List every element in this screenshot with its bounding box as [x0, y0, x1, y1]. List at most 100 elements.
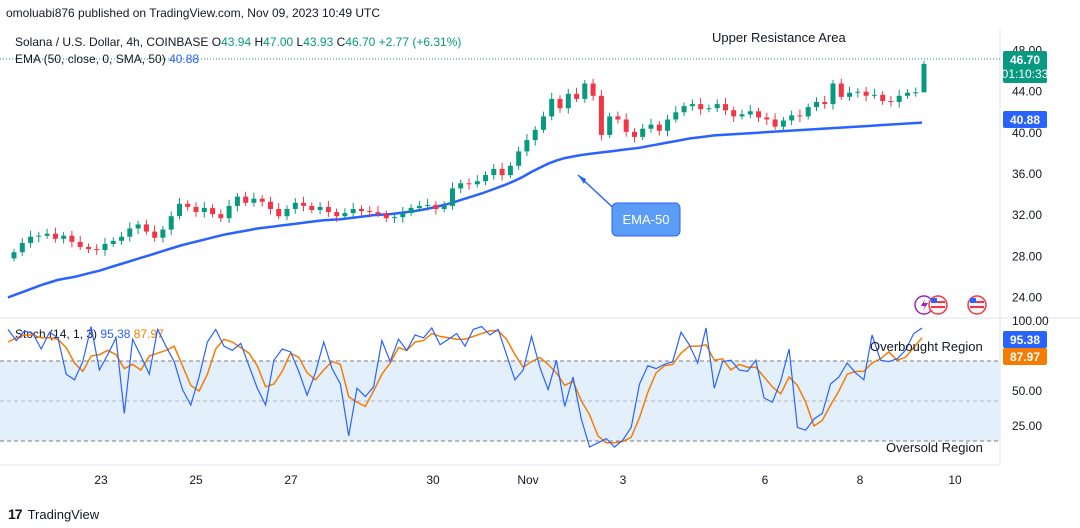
price-tick-label: 36.00: [1012, 167, 1042, 181]
event-icons[interactable]: [914, 295, 987, 315]
candle-body: [565, 93, 571, 109]
candle-body: [152, 231, 158, 238]
stoch-d-badge-value: 87.97: [1010, 350, 1040, 364]
publish-header: omoluabi876 published on TradingView.com…: [6, 6, 381, 20]
candle-body: [532, 129, 538, 141]
candle-body: [28, 236, 34, 243]
candle-body: [598, 95, 604, 135]
candle-body: [499, 168, 505, 176]
ema-legend-value: 40.88: [169, 52, 200, 66]
oversold-annotation: Oversold Region: [886, 440, 983, 455]
time-axis[interactable]: 23 25 27 30 Nov 3 6 8 10: [94, 473, 962, 487]
candle-body: [830, 83, 836, 105]
candle-body: [375, 212, 381, 215]
tradingview-logo-icon: 17: [8, 506, 23, 522]
candle-body: [309, 205, 315, 210]
candle-body: [838, 83, 844, 97]
time-tick-label: 23: [94, 473, 108, 487]
candle-body: [747, 111, 753, 115]
candle-body: [367, 211, 373, 212]
ema-badge: [1003, 111, 1047, 128]
price-tick-label: 44.00: [1012, 85, 1042, 99]
candle-body: [483, 175, 489, 182]
symbol-label[interactable]: Solana / U.S. Dollar, 4h, COINBASE: [15, 35, 209, 49]
tradingview-footer[interactable]: 17 TradingView: [8, 506, 99, 522]
price-tick-label: 28.00: [1012, 249, 1042, 263]
ema-50-line: [7, 121, 923, 299]
high-value: 47.00: [263, 35, 294, 49]
candle-body: [392, 217, 398, 219]
candle-body: [226, 205, 232, 219]
candle-body: [706, 108, 712, 110]
time-tick-label: 30: [426, 473, 440, 487]
candle-body: [847, 92, 853, 97]
candle-body: [557, 98, 563, 109]
stoch-tick-label: 100.00: [1012, 314, 1049, 328]
close-label: C: [336, 35, 346, 49]
candle-body: [77, 241, 83, 247]
candle-body: [466, 183, 472, 185]
candle-body: [772, 119, 778, 127]
candle-body: [193, 206, 199, 212]
candle-body: [61, 235, 67, 239]
candle-body: [268, 201, 273, 209]
candle-body: [656, 124, 662, 131]
time-tick-label: 8: [857, 473, 864, 487]
stoch-k-legend-value: 95.38: [100, 327, 131, 341]
last-price-value: 46.70: [1010, 53, 1040, 67]
upper-resistance-annotation: Upper Resistance Area: [712, 30, 846, 45]
candle-body: [698, 104, 704, 110]
candle-body: [863, 91, 869, 96]
candle-body: [143, 224, 149, 232]
stoch-k-badge: [1003, 331, 1047, 348]
open-value: 43.94: [221, 35, 252, 49]
candle-body: [160, 229, 166, 238]
candle-body: [168, 216, 174, 230]
candle-body: [805, 107, 811, 117]
bar-countdown: 01:10:33: [1002, 67, 1049, 81]
candle-body: [541, 116, 546, 130]
candle-body: [36, 235, 42, 237]
candle-body: [325, 206, 331, 212]
candle-body: [524, 140, 530, 152]
candle-body: [127, 228, 133, 237]
candle-body: [855, 91, 861, 93]
candle-body: [234, 196, 240, 206]
candle-body: [44, 233, 50, 236]
candle-body: [789, 115, 795, 121]
stoch-tick-label: 50.00: [1012, 384, 1042, 398]
candle-body: [739, 114, 745, 117]
candle-body: [185, 203, 191, 207]
candle-body: [689, 104, 695, 107]
candle-body: [913, 92, 919, 94]
ema-callout-box[interactable]: [611, 202, 681, 237]
candle-body: [549, 98, 555, 117]
tradingview-brand: TradingView: [27, 506, 100, 522]
candle-body: [210, 207, 216, 215]
candle-body: [648, 124, 654, 129]
close-value: 46.70: [345, 35, 376, 49]
candle-body: [334, 212, 340, 217]
candle-body: [350, 209, 356, 214]
candle-body: [632, 131, 637, 137]
overbought-annotation: Overbought Region: [870, 339, 983, 354]
candle-body: [814, 102, 819, 108]
time-tick-label: Nov: [517, 473, 538, 487]
candle-body: [491, 168, 497, 176]
stoch-k-badge-value: 95.38: [1010, 333, 1040, 347]
time-tick-label: 6: [762, 473, 769, 487]
candle-body: [177, 203, 182, 217]
candle-body: [780, 120, 786, 127]
candle-body: [474, 181, 480, 185]
candle-body: [408, 207, 414, 213]
candle-body: [888, 101, 894, 102]
candle-body: [11, 252, 17, 259]
candle-body: [243, 196, 249, 203]
high-label: H: [254, 35, 264, 49]
candle-body: [301, 202, 307, 206]
candle-body: [731, 110, 737, 117]
stoch-k-line: [7, 325, 923, 448]
stoch-d-line: [7, 330, 923, 444]
